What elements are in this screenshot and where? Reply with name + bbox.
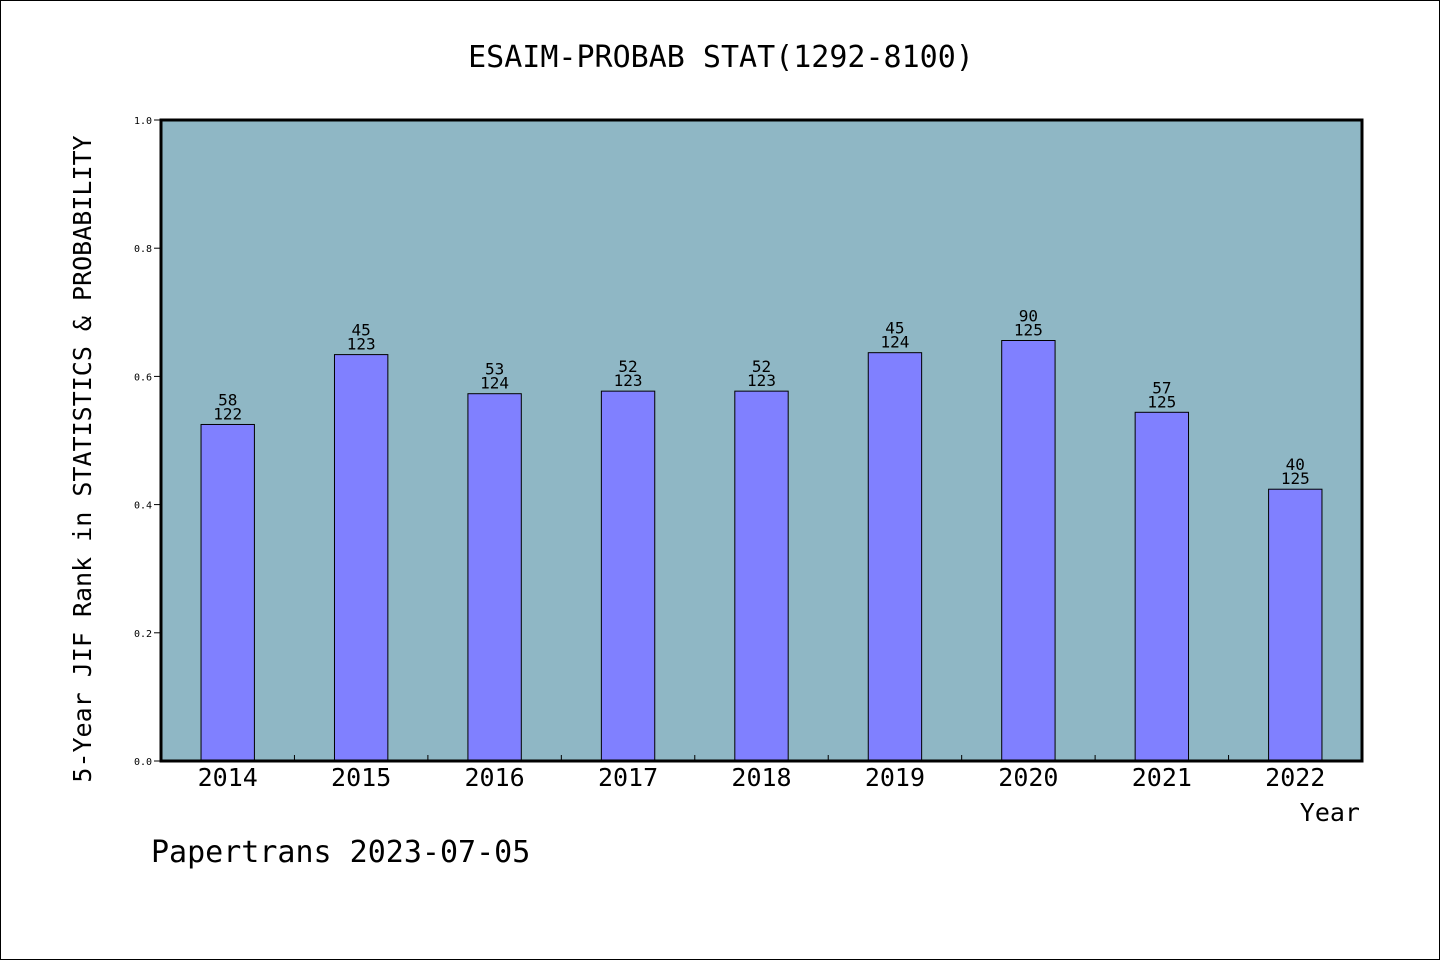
bar-label-top-2018: 52 [752, 357, 771, 376]
y-tick-label-0.0: 0.0 [134, 757, 152, 768]
bar-label-bottom-2015: 123 [347, 335, 376, 354]
x-tick-label-2014: 2014 [198, 763, 258, 792]
x-axis-label: Year [1300, 798, 1360, 827]
bar-label-top-2017: 52 [618, 357, 637, 376]
bar-label-bottom-2019: 124 [880, 333, 909, 352]
bar-2017 [600, 390, 656, 762]
bar-label-top-2014: 58 [218, 390, 237, 409]
x-tick-label-2021: 2021 [1132, 763, 1192, 792]
x-tick-label-2020: 2020 [998, 763, 1058, 792]
bar-label-bottom-2016: 124 [480, 374, 509, 393]
x-tick-label-2017: 2017 [598, 763, 658, 792]
chart-title: ESAIM-PROBAB STAT(1292-8100) [468, 40, 974, 75]
bar-2016 [467, 393, 522, 762]
y-tick-label-0.2: 0.2 [134, 629, 152, 640]
bar-label-top-2021: 57 [1152, 378, 1171, 397]
bar-label-bottom-2017: 123 [614, 371, 643, 390]
bar-label-top-2020: 90 [1019, 307, 1038, 326]
bar-label-top-2022: 40 [1286, 455, 1305, 474]
x-tick-label-2018: 2018 [731, 763, 791, 792]
bar-label-bottom-2014: 122 [213, 404, 242, 423]
y-tick-label-1.0: 1.0 [134, 116, 152, 127]
bar-label-top-2016: 53 [485, 360, 504, 379]
x-tick-label-2016: 2016 [465, 763, 525, 792]
y-tick-label-0.8: 0.8 [134, 244, 152, 255]
bar-labels-group: 5812245123531245212352123451249012557125… [213, 307, 1309, 489]
bar-label-bottom-2022: 125 [1281, 469, 1310, 488]
footer-credit: Papertrans 2023-07-05 [151, 835, 531, 870]
y-ticks-group: 0.0 0.2 0.4 0.6 0.8 1.0 [134, 116, 161, 768]
bar-label-top-2015: 45 [352, 321, 371, 340]
bar-2020 [1001, 340, 1056, 762]
bars-group [200, 340, 1323, 762]
bar-2018 [734, 390, 789, 762]
bar-label-top-2019: 45 [885, 319, 904, 338]
bar-2022 [1268, 488, 1323, 762]
y-tick-label-0.6: 0.6 [134, 372, 152, 383]
y-axis-label: 5-Year JIF Rank in STATISTICS & PROBABIL… [68, 135, 97, 782]
plot-border [159, 118, 1364, 763]
bar-label-bottom-2021: 125 [1147, 392, 1176, 411]
bar-label-bottom-2018: 123 [747, 371, 776, 390]
bar-2015 [333, 354, 389, 762]
x-tick-label-2022: 2022 [1265, 763, 1325, 792]
x-ticks-group: 2014 2015 2016 2017 2018 2019 2020 2021 2022 [198, 755, 1325, 792]
x-tick-label-2019: 2019 [865, 763, 925, 792]
y-tick-label-0.4: 0.4 [134, 501, 152, 512]
x-tick-label-2015: 2015 [331, 763, 391, 792]
bar-label-bottom-2020: 125 [1014, 321, 1043, 340]
bar-2021 [1134, 411, 1190, 762]
bar-2014 [200, 423, 255, 762]
bar-2019 [867, 352, 923, 762]
